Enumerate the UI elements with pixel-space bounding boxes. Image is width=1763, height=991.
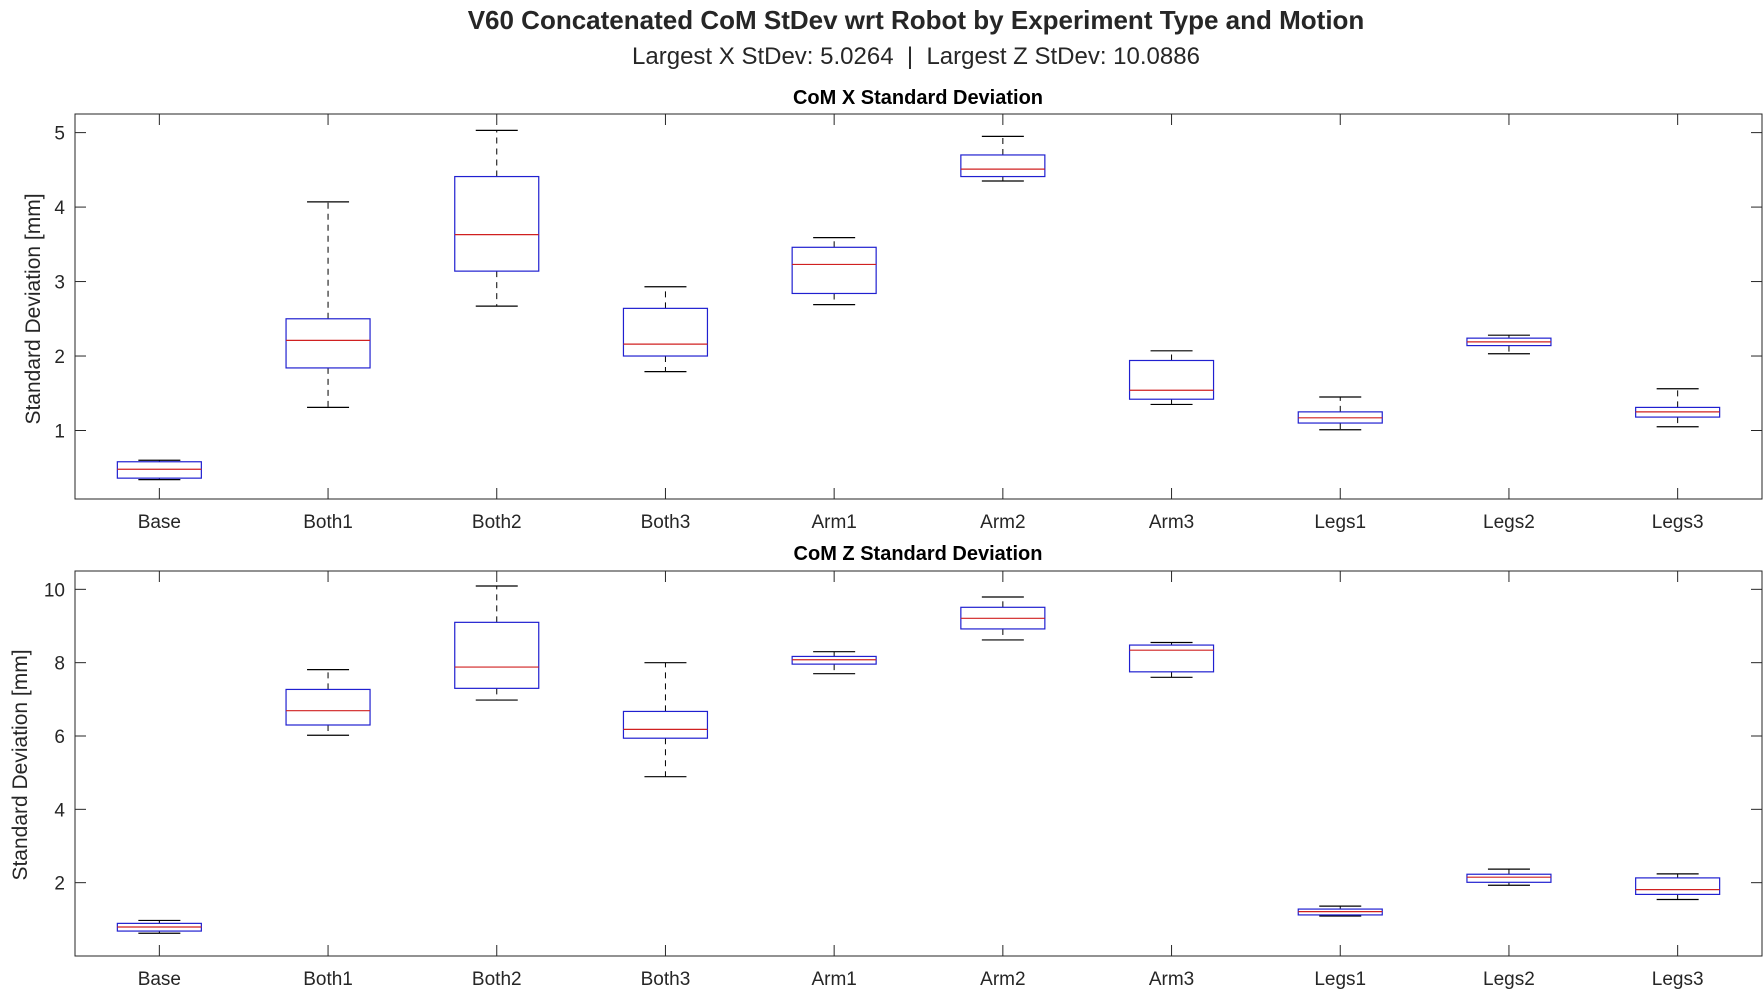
com-z-y-tick-label: 6 bbox=[54, 727, 65, 748]
com-x-x-tick-label: Both2 bbox=[472, 512, 522, 533]
com-z-stdev-chart: CoM Z Standard Deviation Standard Deviat… bbox=[9, 543, 1763, 990]
figure-title: V60 Concatenated CoM StDev wrt Robot by … bbox=[468, 5, 1365, 35]
iqr-box bbox=[791, 246, 877, 295]
iqr-box bbox=[622, 307, 709, 357]
com-z-x-tick-label: Both2 bbox=[472, 969, 522, 990]
iqr-box bbox=[1128, 644, 1215, 673]
com-x-x-tick-label: Legs2 bbox=[1483, 512, 1535, 533]
com-x-x-tick-label: Both3 bbox=[641, 512, 691, 533]
iqr-box bbox=[285, 688, 371, 726]
com-z-x-tick-label: Both3 bbox=[641, 969, 691, 990]
com-x-x-tick-label: Both1 bbox=[303, 512, 353, 533]
com-z-y-tick-label: 8 bbox=[54, 654, 65, 675]
com-z-x-tick-label: Legs1 bbox=[1314, 969, 1366, 990]
com-z-x-tick-label: Arm1 bbox=[811, 969, 856, 990]
com-z-box-both1 bbox=[285, 669, 371, 736]
iqr-box bbox=[1466, 873, 1552, 883]
com-x-plot-area: 1 2 3 4 5 Base Both1 Both2 Both3 Arm1 Arm2 Arm3 Legs… bbox=[54, 113, 1763, 533]
com-x-y-tick-label: 4 bbox=[54, 198, 65, 219]
com-x-box-legs2 bbox=[1466, 334, 1552, 355]
com-x-axes-frame bbox=[74, 113, 1763, 500]
com-x-box-arm2 bbox=[960, 135, 1046, 182]
com-x-box-both2 bbox=[454, 129, 540, 307]
com-z-y-tick-label: 2 bbox=[54, 874, 65, 895]
com-x-box-both1 bbox=[285, 201, 371, 409]
com-x-x-tick-label: Legs1 bbox=[1314, 512, 1366, 533]
com-z-box-arm3 bbox=[1128, 641, 1215, 678]
com-z-y-tick-label: 4 bbox=[54, 800, 65, 821]
com-z-box-legs1 bbox=[1297, 905, 1383, 917]
com-x-box-arm3 bbox=[1128, 350, 1215, 406]
com-z-y-tick-label: 10 bbox=[44, 580, 65, 601]
com-z-axes-frame bbox=[74, 570, 1763, 957]
com-z-box-legs2 bbox=[1466, 868, 1552, 886]
figure-subtitle: Largest X StDev: 5.0264 | Largest Z StDe… bbox=[632, 43, 1200, 70]
com-x-x-tick-label: Legs3 bbox=[1652, 512, 1704, 533]
com-x-stdev-chart: CoM X Standard Deviation Standard Deviat… bbox=[22, 87, 1763, 533]
com-z-x-tick-label: Legs3 bbox=[1652, 969, 1704, 990]
com-x-y-tick-label: 1 bbox=[54, 421, 65, 442]
iqr-box bbox=[285, 318, 371, 369]
com-z-x-tick-label: Arm2 bbox=[980, 969, 1025, 990]
com-z-y-axis-label: Standard Deviation [mm] bbox=[9, 649, 32, 880]
com-z-box-both2 bbox=[454, 585, 540, 701]
com-z-x-tick-label: Base bbox=[138, 969, 181, 990]
com-z-box-both3 bbox=[622, 662, 709, 778]
com-x-x-tick-label: Arm3 bbox=[1149, 512, 1194, 533]
com-z-box-arm1 bbox=[791, 651, 877, 675]
com-x-x-tick-label: Arm1 bbox=[811, 512, 856, 533]
iqr-box bbox=[454, 621, 540, 689]
com-x-x-tick-label: Arm2 bbox=[980, 512, 1025, 533]
iqr-box bbox=[1128, 359, 1215, 400]
com-z-x-tick-label: Both1 bbox=[303, 969, 353, 990]
com-z-x-tick-label: Legs2 bbox=[1483, 969, 1535, 990]
com-z-box-legs3 bbox=[1635, 873, 1721, 901]
com-z-x-tick-label: Arm3 bbox=[1149, 969, 1194, 990]
com-z-box-arm2 bbox=[960, 596, 1046, 641]
iqr-box bbox=[622, 710, 709, 739]
com-x-y-tick-label: 3 bbox=[54, 273, 65, 294]
com-x-y-tick-label: 5 bbox=[54, 124, 65, 145]
iqr-box bbox=[1635, 877, 1721, 896]
com-z-chart-title: CoM Z Standard Deviation bbox=[794, 543, 1043, 565]
com-x-box-legs3 bbox=[1635, 388, 1721, 428]
com-x-box-base bbox=[116, 459, 202, 481]
com-x-box-legs1 bbox=[1297, 396, 1383, 431]
com-x-chart-title: CoM X Standard Deviation bbox=[793, 87, 1043, 109]
iqr-box bbox=[454, 175, 540, 272]
iqr-box bbox=[116, 461, 202, 479]
com-x-box-both3 bbox=[622, 286, 709, 373]
com-z-box-base bbox=[116, 919, 202, 934]
com-x-x-tick-label: Base bbox=[138, 512, 181, 533]
com-z-plot-area: 2 4 6 8 10 Base Both1 Both2 Both3 Arm1 Arm2 Arm3 Leg… bbox=[44, 570, 1763, 990]
com-x-y-tick-label: 2 bbox=[54, 347, 65, 368]
com-x-box-arm1 bbox=[791, 237, 877, 306]
iqr-box bbox=[960, 154, 1046, 178]
com-x-y-axis-label: Standard Deviation [mm] bbox=[22, 193, 45, 424]
